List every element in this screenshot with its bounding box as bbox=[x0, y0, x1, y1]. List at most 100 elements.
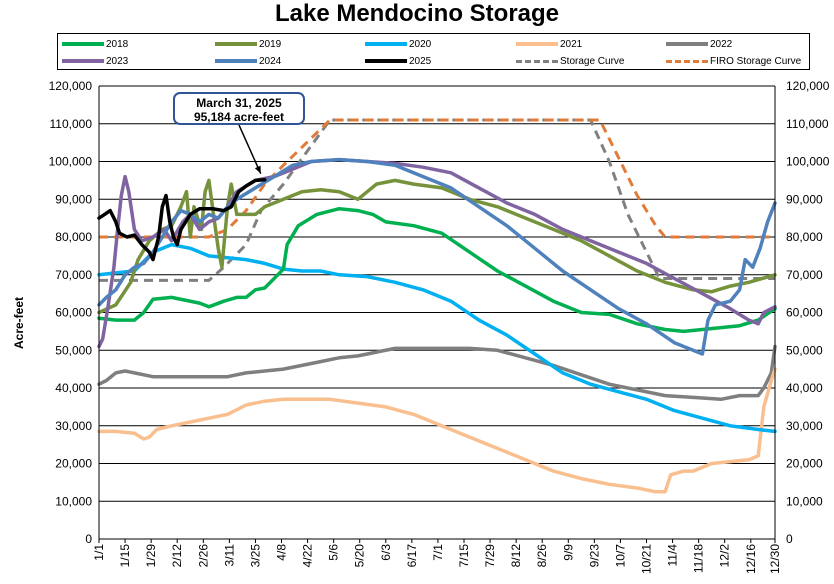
x-tick-label: 4/22 bbox=[301, 544, 315, 568]
y-tick-label: 10,000 bbox=[55, 494, 92, 508]
x-tick-label: 5/20 bbox=[353, 544, 367, 568]
legend-swatch bbox=[365, 59, 407, 63]
legend-swatch bbox=[666, 59, 708, 63]
legend-label: 2020 bbox=[409, 38, 432, 50]
annotation-callout: March 31, 2025 95,184 acre-feet bbox=[173, 92, 305, 125]
y-tick-label: 100,000 bbox=[786, 155, 830, 169]
y-tick-label: 0 bbox=[786, 532, 793, 546]
x-tick-label: 3/11 bbox=[222, 544, 236, 567]
x-tick-label: 11/18 bbox=[692, 544, 706, 573]
y-tick-label: 30,000 bbox=[55, 419, 92, 433]
y-tick-label: 80,000 bbox=[55, 230, 92, 244]
legend-swatch bbox=[62, 42, 104, 46]
legend-item-2018: 2018 bbox=[62, 36, 128, 52]
legend-item-firo-storage-curve: FIRO Storage Curve bbox=[666, 53, 801, 69]
series-line-2022 bbox=[97, 344, 777, 402]
annotation-line1: March 31, 2025 bbox=[196, 96, 282, 110]
annotation-arrow-line bbox=[238, 124, 262, 174]
legend-swatch bbox=[516, 59, 558, 63]
x-tick-label: 9/23 bbox=[587, 544, 601, 568]
y-tick-label: 0 bbox=[85, 532, 92, 546]
y-tick-label: 20,000 bbox=[55, 457, 92, 471]
chart-title: Lake Mendocino Storage bbox=[274, 0, 560, 27]
x-tick-label: 3/25 bbox=[248, 544, 262, 568]
x-tick-label: 10/21 bbox=[640, 544, 654, 574]
y-tick-label: 60,000 bbox=[786, 306, 823, 320]
series-line-2020 bbox=[97, 242, 777, 434]
y-tick-label: 120,000 bbox=[49, 79, 93, 93]
x-tick-label: 5/6 bbox=[327, 544, 341, 561]
legend-item-2019: 2019 bbox=[215, 36, 281, 52]
x-tick-label: 8/12 bbox=[509, 544, 523, 568]
series-line-2025 bbox=[97, 177, 267, 262]
legend-label: 2018 bbox=[106, 38, 129, 50]
legend-swatch bbox=[516, 42, 558, 46]
legend-item-2021: 2021 bbox=[516, 36, 582, 52]
x-tick-label: 8/26 bbox=[535, 544, 549, 568]
x-tick-label: 1/15 bbox=[118, 544, 132, 568]
legend-item-2022: 2022 bbox=[666, 36, 732, 52]
y-tick-label: 100,000 bbox=[49, 155, 93, 169]
y-tick-label: 20,000 bbox=[786, 457, 823, 471]
x-tick-label: 2/26 bbox=[196, 544, 210, 568]
series-line-2021 bbox=[97, 367, 777, 494]
y-tick-label: 50,000 bbox=[55, 343, 92, 357]
x-tick-label: 12/16 bbox=[744, 544, 758, 574]
legend-swatch bbox=[215, 59, 257, 63]
series-line-2018 bbox=[97, 206, 777, 334]
legend-item-2020: 2020 bbox=[365, 36, 431, 52]
legend-swatch bbox=[365, 42, 407, 46]
legend-label: 2023 bbox=[106, 55, 129, 67]
legend-item-storage-curve: Storage Curve bbox=[516, 53, 624, 69]
y-tick-label: 120,000 bbox=[786, 79, 830, 93]
x-tick-label: 6/3 bbox=[379, 544, 393, 561]
x-tick-label: 7/15 bbox=[457, 544, 471, 568]
x-tick-label: 7/1 bbox=[431, 544, 445, 561]
series-lines bbox=[97, 118, 777, 494]
y-tick-label: 10,000 bbox=[786, 494, 823, 508]
grid-lines bbox=[99, 85, 775, 540]
y-axis-label: Acre-feet bbox=[12, 296, 26, 350]
x-tick-label: 11/4 bbox=[666, 544, 680, 567]
y-tick-label: 70,000 bbox=[786, 268, 823, 282]
legend-label: 2025 bbox=[409, 55, 432, 67]
y-tick-label: 60,000 bbox=[55, 306, 92, 320]
series-line-2024 bbox=[97, 157, 777, 356]
x-tick-label: 12/30 bbox=[768, 544, 782, 574]
legend-label: 2019 bbox=[259, 38, 282, 50]
legend-label: 2022 bbox=[710, 38, 733, 50]
x-tick-labels: 1/1 1/15 1/29 2/12 2/26 3/11 3/25 4/8 4/22 5/6 5/2… bbox=[92, 544, 782, 574]
y-tick-label: 90,000 bbox=[786, 192, 823, 206]
x-tick-label: 10/7 bbox=[613, 544, 627, 568]
y-tick-label: 110,000 bbox=[786, 117, 829, 131]
y-tick-label: 40,000 bbox=[55, 381, 92, 395]
x-tick-label: 7/29 bbox=[483, 544, 497, 568]
legend-item-2023: 2023 bbox=[62, 53, 128, 69]
series-line-2019 bbox=[97, 178, 777, 315]
x-tick-label: 4/8 bbox=[275, 544, 289, 561]
x-tick-label: 9/9 bbox=[561, 544, 575, 561]
legend-label: 2024 bbox=[259, 55, 282, 67]
y-tick-label: 30,000 bbox=[786, 419, 823, 433]
y-tick-label: 40,000 bbox=[786, 381, 823, 395]
y-tick-label: 80,000 bbox=[786, 230, 823, 244]
chart-legend: 2018 2019 2020 2021 2022 2023 2024 2025 … bbox=[57, 33, 810, 70]
legend-label: FIRO Storage Curve bbox=[710, 55, 802, 67]
y-tick-label: 90,000 bbox=[55, 192, 92, 206]
y-tick-label: 70,000 bbox=[55, 268, 92, 282]
x-tick-label: 12/2 bbox=[718, 544, 732, 568]
y-tick-labels-left: 0 10,000 20,000 30,000 40,000 50,000 60,000 70,… bbox=[49, 79, 93, 546]
legend-label: Storage Curve bbox=[560, 55, 625, 67]
x-tick-label: 1/1 bbox=[92, 544, 106, 561]
legend-item-2025: 2025 bbox=[365, 53, 431, 69]
axes bbox=[98, 86, 776, 543]
x-tick-label: 6/17 bbox=[405, 544, 419, 568]
y-tick-labels-right: 0 10,000 20,000 30,000 40,000 50,000 60,000 70,… bbox=[786, 79, 830, 546]
legend-swatch bbox=[215, 42, 257, 46]
annotation-arrow bbox=[238, 124, 262, 174]
legend-swatch bbox=[666, 42, 708, 46]
series-line-storage-curve bbox=[99, 118, 775, 282]
legend-swatch bbox=[62, 59, 104, 63]
annotation-arrow-head bbox=[254, 165, 261, 174]
